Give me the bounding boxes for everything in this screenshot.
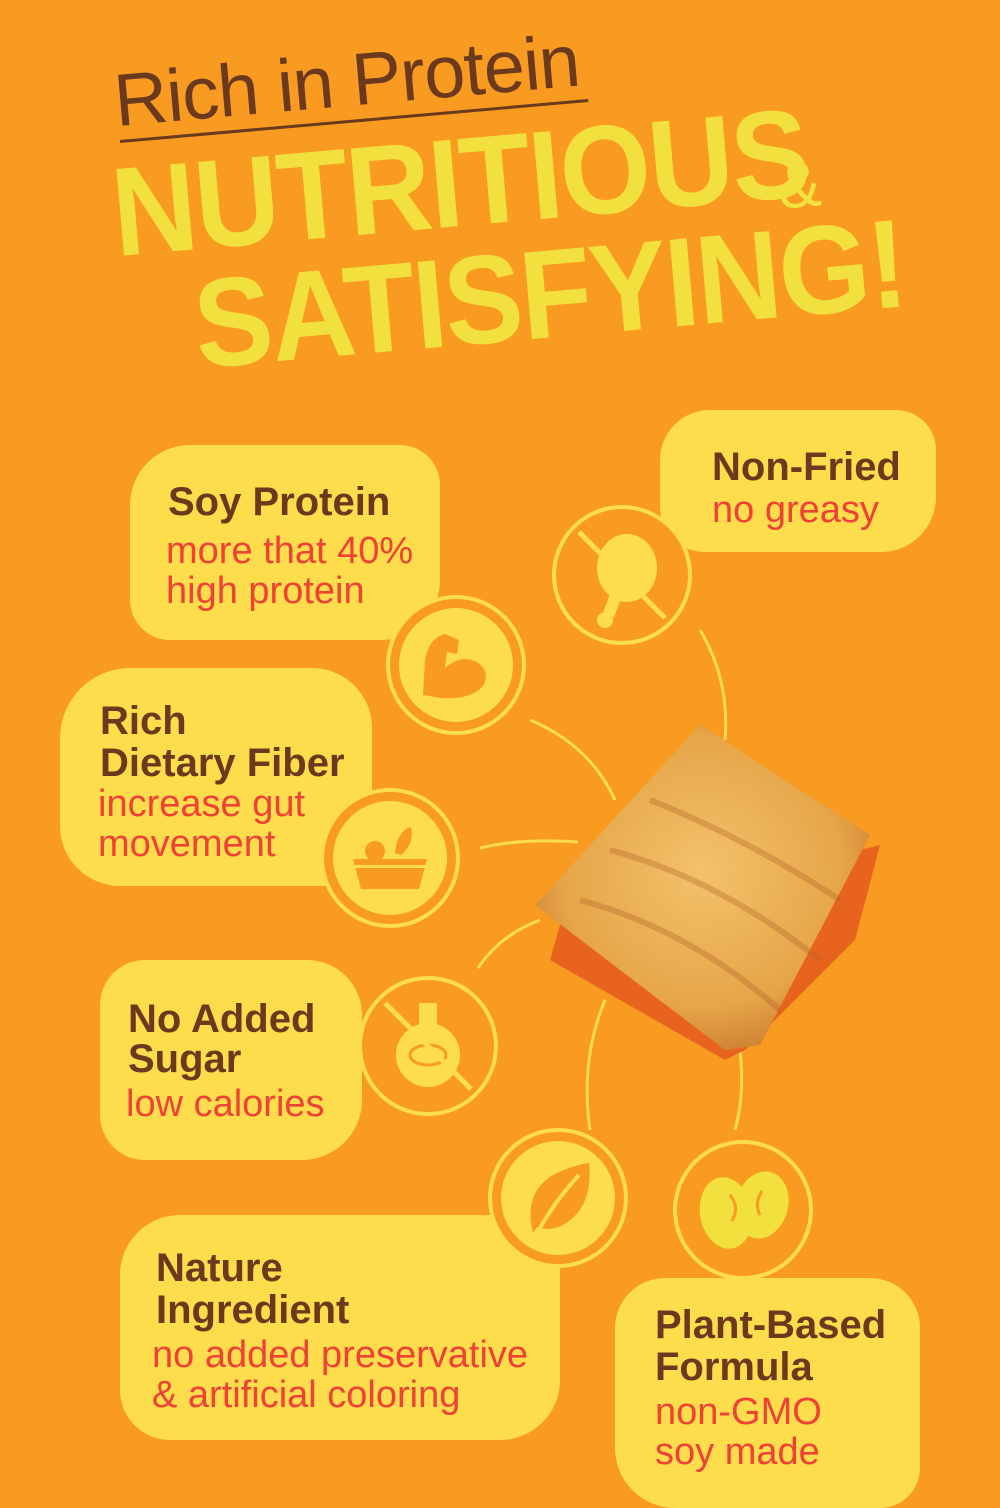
- feature-desc: non-GMO: [655, 1391, 822, 1433]
- feature-no-added-sugar: No Added Sugar low calories: [100, 960, 362, 1160]
- feature-nature-ingredient: Nature Ingredient no added preservative …: [120, 1215, 560, 1440]
- feature-title: Soy Protein: [168, 480, 391, 524]
- no-fried-chicken-icon: [577, 530, 667, 628]
- feature-title: Ingredient: [156, 1288, 350, 1332]
- feature-desc: no greasy: [712, 489, 879, 531]
- feature-desc: more that 40%: [166, 530, 414, 572]
- feature-title: Sugar: [128, 1037, 242, 1081]
- feature-title: No Added: [128, 997, 316, 1041]
- feature-desc: soy made: [655, 1431, 820, 1473]
- feature-desc: no added preservative: [152, 1334, 529, 1376]
- feature-title: Nature: [156, 1246, 283, 1290]
- feature-title: Dietary Fiber: [100, 741, 345, 785]
- feature-title: Plant-Based: [655, 1303, 887, 1347]
- feature-desc: high protein: [166, 570, 365, 612]
- soy-chip-image: [535, 725, 880, 1060]
- no-sugar-candy-icon: [383, 1001, 473, 1091]
- feature-desc: low calories: [126, 1083, 325, 1125]
- feature-title: Formula: [655, 1345, 813, 1389]
- flexed-arm-icon: [423, 634, 486, 699]
- feature-soy-protein: Soy Protein more that 40% high protein: [130, 445, 440, 640]
- feature-non-fried: Non-Fried no greasy: [660, 410, 936, 552]
- feature-title: Rich: [100, 699, 187, 743]
- feature-plant-based: Plant-Based Formula non-GMO soy made: [615, 1278, 920, 1508]
- feature-desc: increase gut: [98, 783, 306, 825]
- feature-desc: & artificial coloring: [152, 1374, 461, 1416]
- nature-icon-circle: [488, 1128, 628, 1268]
- soybean-icon: [699, 1171, 789, 1249]
- plant-based-icon-circle: [673, 1140, 813, 1280]
- feature-title: Non-Fried: [712, 445, 901, 489]
- no-sugar-icon-circle: [358, 976, 498, 1116]
- soy-protein-icon-circle: [386, 595, 526, 735]
- leaf-icon: [530, 1163, 590, 1238]
- dietary-fiber-icon-circle: [320, 788, 460, 928]
- feature-desc: movement: [98, 823, 276, 865]
- vegetable-bowl-icon: [353, 827, 427, 889]
- non-fried-icon-circle: [552, 505, 692, 645]
